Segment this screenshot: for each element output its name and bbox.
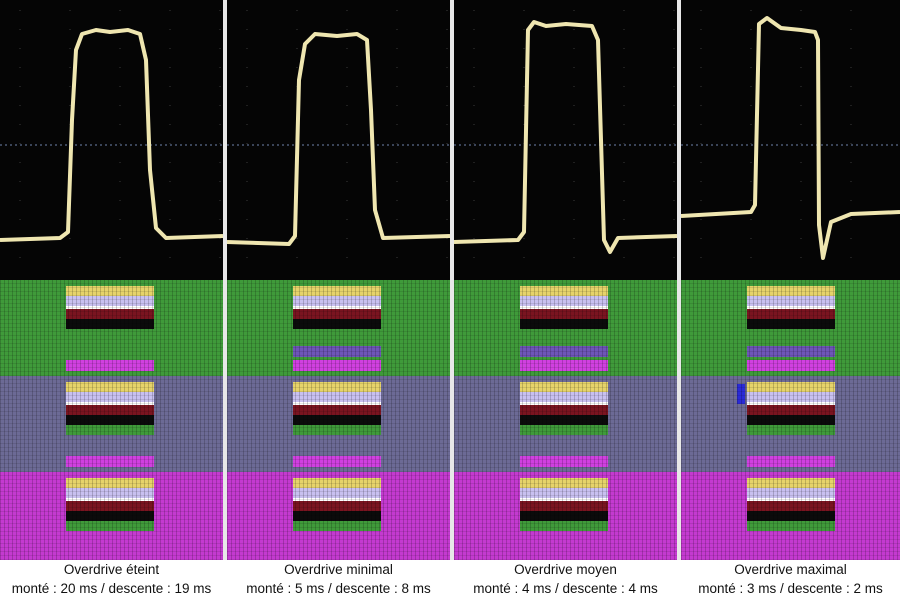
slate-band <box>227 376 450 472</box>
color-block <box>520 286 608 329</box>
test-pattern <box>0 280 223 560</box>
panel-caption: Overdrive maximal monté : 3 ms / descent… <box>681 560 900 600</box>
magenta-bar <box>747 360 835 371</box>
color-block <box>293 286 381 329</box>
panel-overdrive-maximal: Overdrive maximal monté : 3 ms / descent… <box>681 0 900 600</box>
panel-overdrive-medium: Overdrive moyen monté : 4 ms / descente … <box>454 0 677 600</box>
oscilloscope-view <box>681 0 900 280</box>
color-block <box>747 478 835 531</box>
response-trace <box>0 28 223 242</box>
scope-dots <box>19 10 221 270</box>
response-trace <box>454 20 677 254</box>
panel-caption: Overdrive minimal monté : 5 ms / descent… <box>227 560 450 600</box>
magenta-bar <box>66 360 154 371</box>
oscilloscope-trace <box>0 10 223 270</box>
magenta-band <box>0 472 223 560</box>
scope-dots <box>473 10 675 270</box>
oscilloscope-trace <box>227 10 450 270</box>
oscilloscope-view <box>454 0 677 280</box>
magenta-band <box>681 472 900 560</box>
magenta-bar <box>747 456 835 467</box>
magenta-bar <box>66 456 154 467</box>
color-block <box>747 382 835 435</box>
ghost-artifact <box>737 384 745 404</box>
green-band <box>454 280 677 376</box>
slate-band <box>0 376 223 472</box>
magenta-band <box>454 472 677 560</box>
green-band <box>227 280 450 376</box>
panel-overdrive-off: Overdrive éteint monté : 20 ms / descent… <box>0 0 223 600</box>
color-block <box>293 478 381 531</box>
panel-caption: Overdrive éteint monté : 20 ms / descent… <box>0 560 223 600</box>
violet-bar <box>520 346 608 357</box>
panel-divider <box>677 0 681 560</box>
overdrive-title: Overdrive éteint <box>63 562 160 577</box>
slate-band <box>681 376 900 472</box>
color-block <box>66 478 154 531</box>
color-block <box>520 478 608 531</box>
magenta-bar <box>520 456 608 467</box>
test-pattern <box>681 280 900 560</box>
panel-caption: Overdrive moyen monté : 4 ms / descente … <box>454 560 677 600</box>
magenta-bar <box>293 360 381 371</box>
response-trace <box>681 16 900 260</box>
green-band <box>0 280 223 376</box>
violet-bar <box>293 346 381 357</box>
color-block <box>66 382 154 435</box>
oscilloscope-trace <box>454 10 677 270</box>
violet-bar <box>747 346 835 357</box>
overdrive-title: Overdrive maximal <box>734 562 847 577</box>
timing-subtitle: monté : 5 ms / descente : 8 ms <box>246 581 431 596</box>
response-trace <box>227 32 450 246</box>
color-block <box>293 382 381 435</box>
oscilloscope-view <box>227 0 450 280</box>
test-pattern <box>454 280 677 560</box>
magenta-bar <box>520 360 608 371</box>
scope-dots <box>246 10 448 270</box>
magenta-band <box>227 472 450 560</box>
test-pattern <box>227 280 450 560</box>
green-band <box>681 280 900 376</box>
overdrive-title: Overdrive minimal <box>284 562 393 577</box>
color-block <box>747 286 835 329</box>
slate-band <box>454 376 677 472</box>
panel-overdrive-minimal: Overdrive minimal monté : 5 ms / descent… <box>227 0 450 600</box>
panel-divider <box>223 0 227 560</box>
timing-subtitle: monté : 3 ms / descente : 2 ms <box>698 581 883 596</box>
color-block <box>520 382 608 435</box>
timing-subtitle: monté : 20 ms / descente : 19 ms <box>11 581 212 596</box>
oscilloscope-view <box>0 0 223 280</box>
panel-divider <box>450 0 454 560</box>
magenta-bar <box>293 456 381 467</box>
oscilloscope-trace <box>681 10 900 270</box>
overdrive-title: Overdrive moyen <box>514 562 617 577</box>
timing-subtitle: monté : 4 ms / descente : 4 ms <box>473 581 658 596</box>
color-block <box>66 286 154 329</box>
